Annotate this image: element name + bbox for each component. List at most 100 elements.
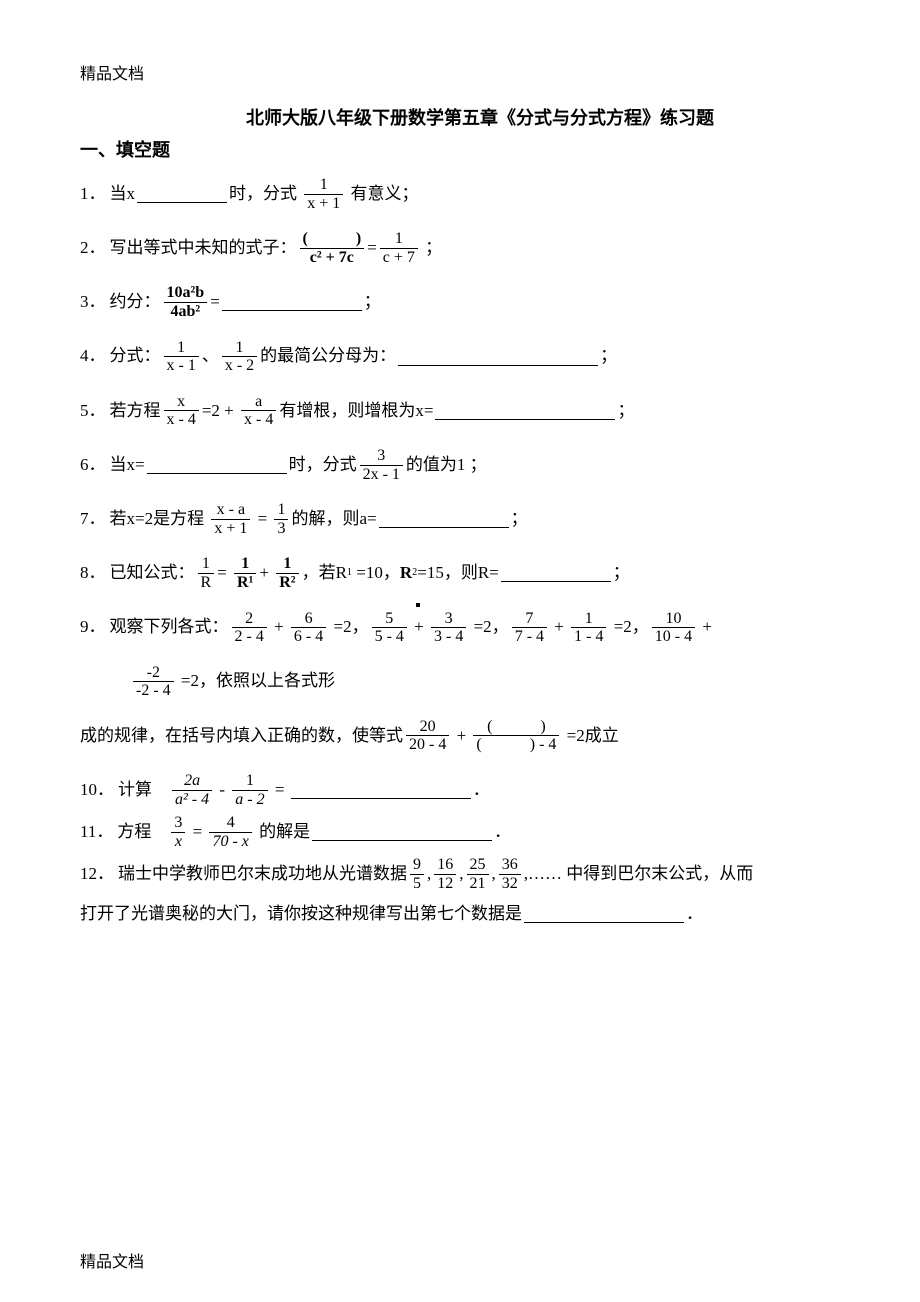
text: + [698, 612, 716, 643]
numerator: 25 [467, 856, 489, 874]
text: + [410, 612, 428, 643]
text: 计算 [118, 775, 169, 806]
denominator: -2 - 4 [133, 682, 174, 700]
fraction: 33 - 4 [431, 610, 466, 646]
blank [435, 402, 615, 420]
blank [312, 823, 492, 841]
problem-number: 5． [80, 396, 106, 427]
text: = [253, 504, 271, 535]
denominator: a² - 4 [172, 791, 212, 809]
text: ； [600, 341, 617, 372]
denominator: x - 1 [164, 357, 199, 375]
problem-4: 4． 分式： 1 x - 1 、 1 x - 2 的最简公分母为： ； [80, 339, 840, 375]
problem-2: 2． 写出等式中未知的式子： ( ) c² + 7c = 1 c + 7 ； [80, 230, 840, 266]
text: 方程 [117, 817, 168, 848]
text: 时，分式 [229, 179, 301, 210]
numerator: 1 [317, 176, 331, 194]
denominator: 5 [410, 875, 424, 893]
fraction: 66 - 4 [291, 610, 326, 646]
fraction: 2521 [467, 856, 489, 892]
problem-8: 8． 已知公式： 1 R = 1 R¹ + 1 R² ，若R1 =10， R2=… [80, 555, 840, 591]
header-label: 精品文档 [80, 60, 840, 84]
problem-number: 10． [80, 775, 114, 806]
denominator: 4ab² [168, 303, 204, 321]
fraction: 3 2x - 1 [360, 447, 403, 483]
numerator: 5 [382, 610, 396, 628]
text: =2， [329, 612, 368, 643]
numerator: 3 [374, 447, 388, 465]
text: ,…… 中得到巴尔末公式，从而 [524, 859, 754, 890]
problem-number: 2． [80, 233, 106, 264]
text: 的解是 [255, 817, 310, 848]
numerator: 1 [174, 339, 188, 357]
fraction: 1a - 2 [232, 772, 267, 808]
denominator: x - 2 [222, 357, 257, 375]
denominator: a - 2 [232, 791, 267, 809]
text: =15，则R= [417, 558, 499, 589]
problem-number: 3． [80, 287, 106, 318]
blank [222, 293, 362, 311]
text: ． [686, 899, 703, 930]
text: 有增根，则增根为x= [279, 396, 433, 427]
denominator: R [198, 574, 215, 592]
text: , [427, 859, 431, 890]
problem-number: 8． [80, 558, 106, 589]
text: 当x [110, 179, 136, 210]
denominator: x [172, 833, 185, 851]
fraction: ( )( ) - 4 [473, 718, 559, 754]
text: ． [473, 775, 490, 806]
text: + [550, 612, 568, 643]
denominator: 6 - 4 [291, 628, 326, 646]
text: 约分： [110, 287, 161, 318]
problem-number: 6． [80, 450, 106, 481]
denominator: x + 1 [211, 520, 250, 538]
denominator: 70 - x [209, 833, 251, 851]
denominator: 3 [274, 520, 288, 538]
text: 已知公式： [110, 558, 195, 589]
denominator: 2x - 1 [360, 466, 403, 484]
denominator: R² [276, 574, 298, 592]
problem-9: 9． 观察下列各式： 22 - 4 + 66 - 4 =2， 55 - 4 + … [80, 610, 840, 646]
text: =2， [469, 612, 508, 643]
numerator: 36 [499, 856, 521, 874]
problem-number: 12． [80, 859, 114, 890]
problem-11: 11． 方程 3x = 470 - x 的解是 ． [80, 814, 840, 850]
text: + [270, 612, 288, 643]
text: ，若R [302, 558, 347, 589]
fraction: 2aa² - 4 [172, 772, 212, 808]
problem-5: 5． 若方程 x x - 4 =2 + a x - 4 有增根，则增根为x= ； [80, 393, 840, 429]
fraction: 1612 [434, 856, 456, 892]
problem-number: 11． [80, 817, 113, 848]
fraction: 77 - 4 [512, 610, 547, 646]
numerator: 3 [442, 610, 456, 628]
fraction: ( ) c² + 7c [300, 230, 365, 266]
text: = [188, 817, 206, 848]
problem-12-cont: 打开了光谱奥秘的大门，请你按这种规律写出第七个数据是 ． [80, 899, 840, 930]
numerator: 1 [243, 772, 257, 790]
fraction: 55 - 4 [372, 610, 407, 646]
fraction: 1 x - 1 [164, 339, 199, 375]
text: 有意义； [346, 179, 418, 210]
fraction: 22 - 4 [232, 610, 267, 646]
text: = [217, 558, 231, 589]
problem-number: 7． [80, 504, 106, 535]
denominator: 2 - 4 [232, 628, 267, 646]
text: 成的规律，在括号内填入正确的数，使等式 [80, 721, 403, 752]
text: =10， [352, 558, 400, 589]
problem-number: 9． [80, 612, 106, 643]
text: = [271, 775, 289, 806]
blank [501, 564, 611, 582]
center-dot-icon [416, 603, 420, 607]
text: 的最简公分母为： [260, 341, 396, 372]
numerator: 3 [171, 814, 185, 832]
text: ； [421, 233, 442, 264]
denominator: x - 4 [241, 411, 276, 429]
denominator: c² + 7c [307, 249, 357, 267]
denominator: 20 - 4 [406, 736, 449, 754]
text: 瑞士中学教师巴尔末成功地从光谱数据 [118, 859, 407, 890]
fraction: 10a²b 4ab² [164, 284, 208, 320]
text: 分式： [110, 341, 161, 372]
text: = [210, 287, 220, 318]
text: 写出等式中未知的式子： [110, 233, 297, 264]
numerator: 1 [280, 555, 294, 573]
